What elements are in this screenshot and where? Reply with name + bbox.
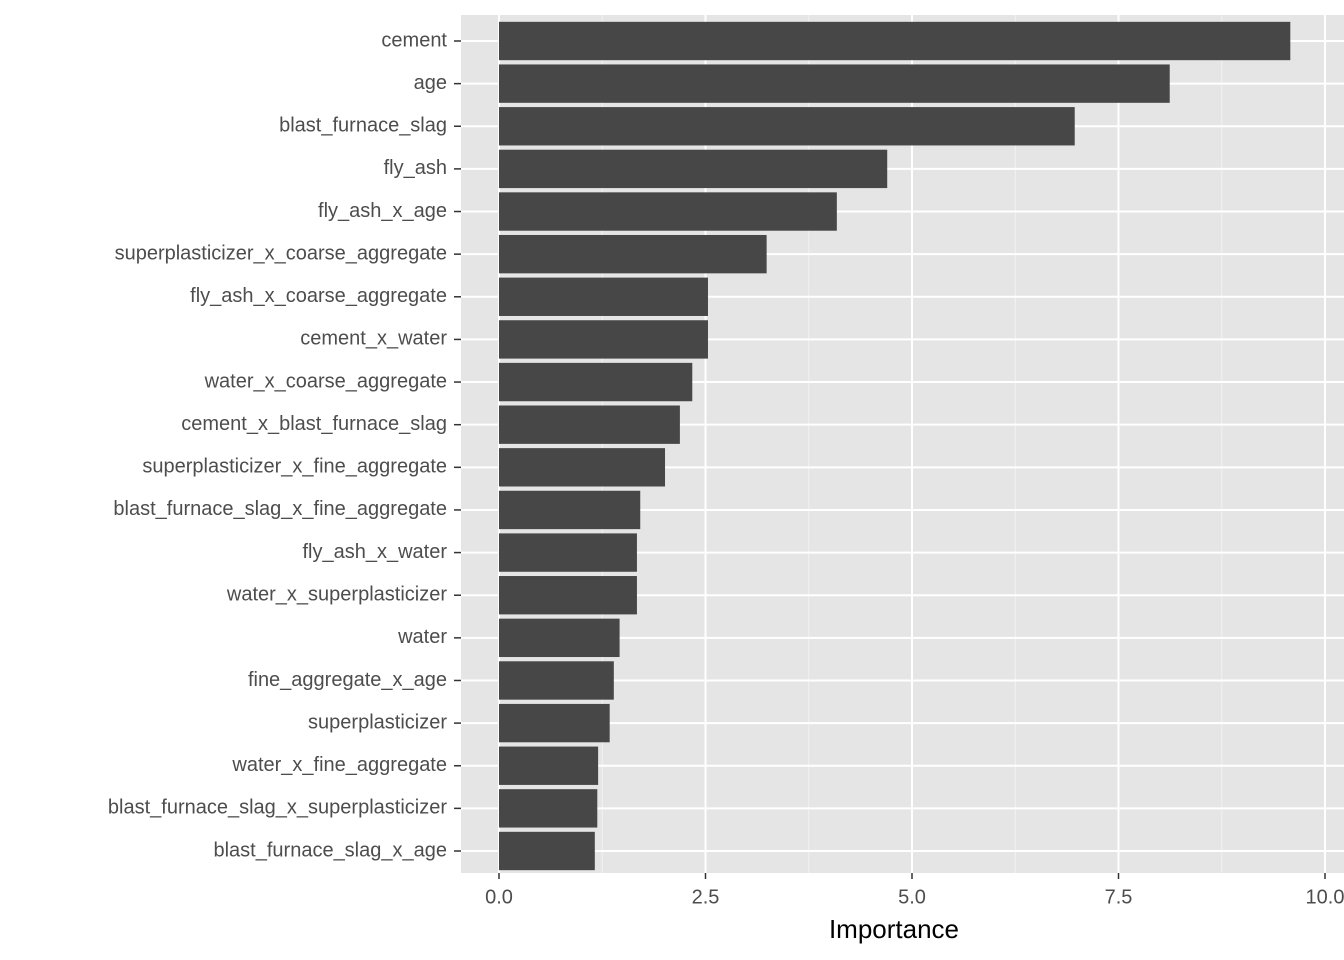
bar: [498, 703, 610, 743]
y-tick-label: superplasticizer_x_fine_aggregate: [142, 456, 447, 478]
y-tick-label: blast_furnace_slag_x_fine_aggregate: [113, 498, 447, 520]
bar: [498, 746, 599, 785]
y-tick-label: water: [397, 626, 447, 648]
bar: [498, 21, 1291, 61]
x-tick-label: 7.5: [1105, 886, 1133, 908]
bar: [498, 362, 693, 402]
bar: [498, 192, 837, 231]
y-tick-label: fine_aggregate_x_age: [248, 669, 447, 691]
bar: [498, 576, 637, 615]
y-tick-label: cement: [381, 29, 447, 51]
x-axis-title: Importance: [829, 914, 959, 944]
bar: [498, 107, 1075, 146]
y-tick-label: age: [414, 72, 447, 94]
bar: [498, 448, 666, 487]
bar: [498, 789, 598, 828]
y-tick-label: blast_furnace_slag_x_age: [213, 839, 447, 861]
bar: [498, 64, 1170, 103]
y-tick-label: superplasticizer: [308, 711, 447, 733]
bar: [498, 277, 708, 316]
y-tick-label: water_x_superplasticizer: [226, 583, 447, 605]
y-tick-label: superplasticizer_x_coarse_aggregate: [115, 242, 447, 264]
y-tick-label: blast_furnace_slag_x_superplasticizer: [108, 797, 447, 819]
y-tick-label: fly_ash: [384, 157, 447, 179]
y-tick-label: blast_furnace_slag: [279, 115, 447, 137]
y-tick-label: cement_x_water: [300, 328, 447, 350]
x-tick-label: 0.0: [485, 886, 513, 908]
y-tick-label: fly_ash_x_age: [318, 200, 447, 222]
bar: [498, 533, 637, 572]
y-tick-label: fly_ash_x_coarse_aggregate: [190, 285, 447, 307]
marks: [498, 21, 1291, 871]
bar: [498, 490, 641, 530]
bar: [498, 320, 708, 359]
x-tick-label: 5.0: [898, 886, 926, 908]
bar: [498, 661, 614, 700]
y-tick-label: cement_x_blast_furnace_slag: [181, 413, 447, 435]
bar: [498, 234, 767, 274]
bar: [498, 149, 888, 189]
bar: [498, 405, 680, 444]
x-tick-label: 2.5: [692, 886, 720, 908]
x-tick-label: 10.0: [1306, 886, 1344, 908]
bar: [498, 618, 620, 658]
y-tick-label: fly_ash_x_water: [302, 541, 447, 563]
bar: [498, 831, 595, 871]
y-tick-label: water_x_fine_aggregate: [231, 754, 447, 776]
y-tick-label: water_x_coarse_aggregate: [204, 370, 447, 392]
